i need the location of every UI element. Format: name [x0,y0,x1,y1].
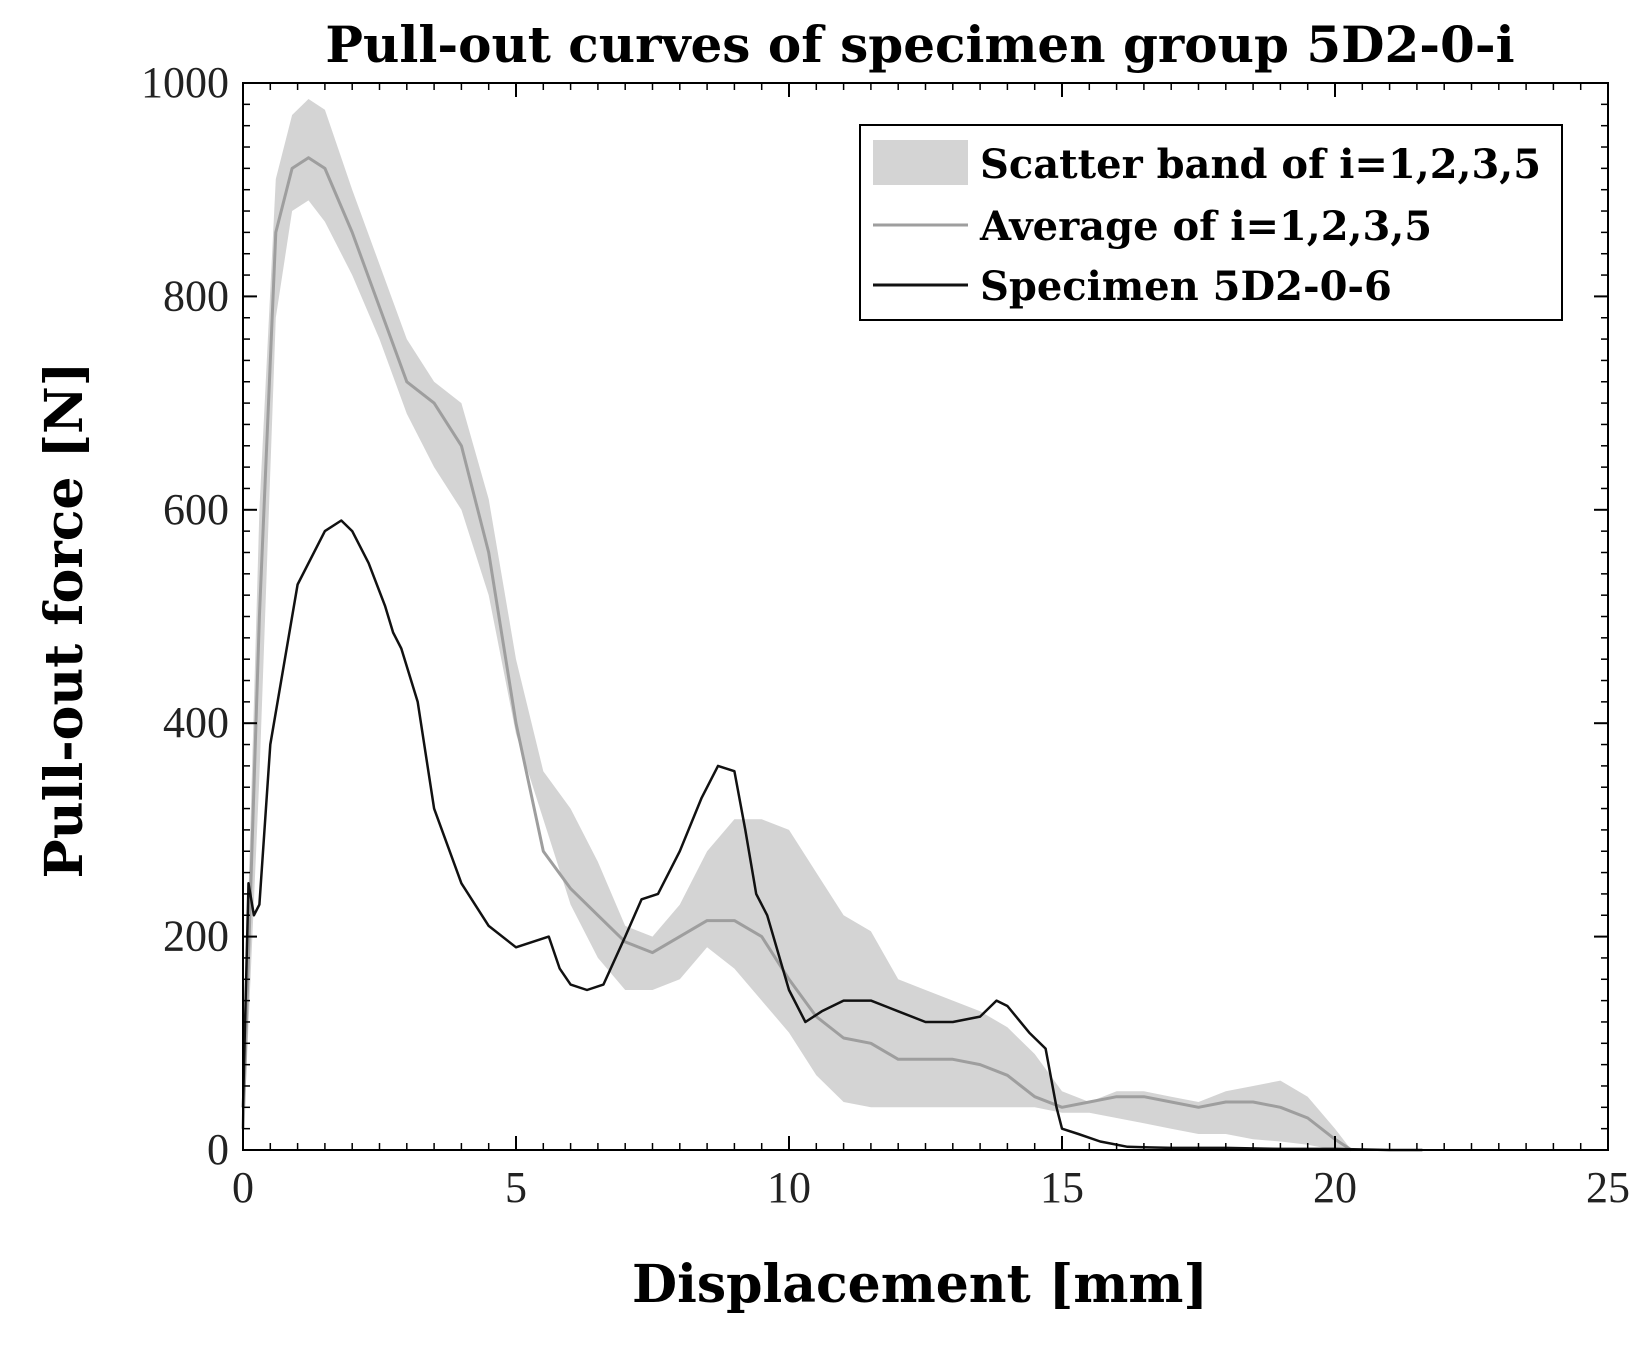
chart-title: Pull-out curves of specimen group 5D2-0-… [325,15,1514,74]
x-axis-label: Displacement [mm] [632,1254,1208,1315]
y-tick-label: 200 [163,912,229,961]
legend-swatch-band [873,140,968,185]
scatter-band-area [243,99,1352,1150]
y-tick-label: 400 [163,698,229,747]
x-tick-label: 10 [767,1163,811,1212]
y-tick-label: 600 [163,485,229,534]
legend: Scatter band of i=1,2,3,5 Average of i=1… [859,124,1563,321]
y-tick-label: 0 [207,1125,229,1174]
specimen-line [241,519,1423,1152]
y-tick-label: 1000 [141,58,229,107]
legend-label-band: Scatter band of i=1,2,3,5 [980,141,1541,188]
legend-box [859,124,1563,321]
axis-tick-labels: 0 5 10 15 20 25 0 200 400 600 800 1000 [141,58,1630,1212]
legend-label-average: Average of i=1,2,3,5 [979,203,1432,250]
series-line-layer [241,156,1423,1152]
y-tick-label: 800 [163,271,229,320]
x-tick-label: 15 [1040,1163,1084,1212]
x-tick-label: 25 [1586,1163,1630,1212]
x-tick-label: 0 [232,1163,254,1212]
legend-label-specimen: Specimen 5D2-0-6 [980,263,1392,310]
scatter-band-layer [243,99,1352,1150]
x-tick-label: 5 [505,1163,527,1212]
average-line [241,156,1353,1152]
y-axis-label: Pull-out force [N] [34,362,95,879]
axis-ticks [242,82,1609,1151]
x-tick-label: 20 [1313,1163,1357,1212]
